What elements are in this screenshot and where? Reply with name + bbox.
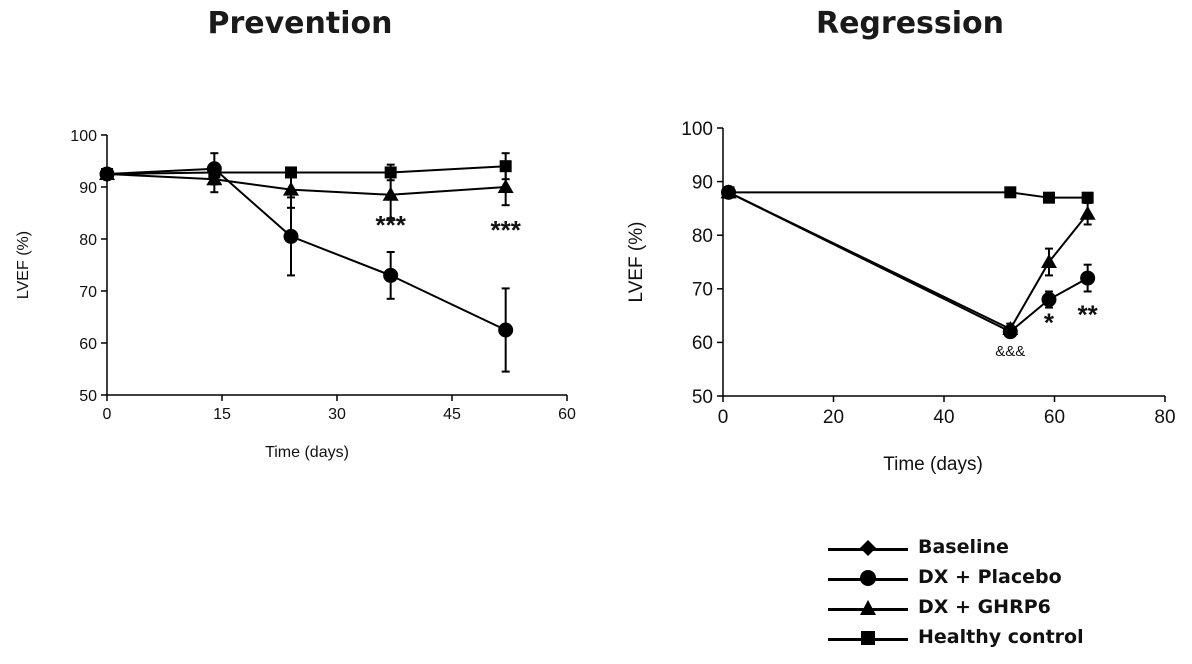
legend-item-dx-placebo: DX + Placebo <box>828 565 1158 595</box>
y-tick-label: 70 <box>79 284 97 301</box>
data-point-dx-ghrp6 <box>1040 254 1057 268</box>
y-tick-label: 60 <box>79 336 97 353</box>
y-tick-label: 90 <box>692 172 713 193</box>
data-point-healthy-control <box>384 166 397 179</box>
prevention-title: Prevention <box>207 6 393 41</box>
series-line-healthy-control <box>106 165 506 175</box>
legend-label: Baseline <box>918 536 1009 558</box>
significance-annotation: *** <box>490 215 521 245</box>
y-tick-label: 100 <box>70 128 97 145</box>
legend-label: DX + Placebo <box>918 566 1062 588</box>
significance-annotation: * <box>1044 308 1055 338</box>
data-point-healthy-control <box>1081 191 1094 204</box>
data-point-dx-placebo <box>1080 270 1096 286</box>
triangle-marker-icon <box>860 600 876 615</box>
data-point-dx-ghrp6 <box>1002 321 1019 335</box>
legend-item-dx-ghrp6: DX + GHRP6 <box>828 595 1158 625</box>
circle-marker-icon <box>860 570 876 586</box>
significance-annotation: *** <box>375 210 406 240</box>
y-tick-label: 100 <box>681 119 713 140</box>
data-point-healthy-control <box>1042 191 1055 204</box>
y-axis-label: LVEF (%) <box>15 231 32 299</box>
series-line-dx-placebo <box>728 191 1089 333</box>
legend-label: Healthy control <box>918 626 1084 648</box>
data-point-dx-ghrp6 <box>497 179 514 193</box>
legend-item-baseline: Baseline <box>828 535 1158 565</box>
x-axis-label: Time (days) <box>265 444 349 461</box>
data-point-dx-placebo <box>498 322 514 338</box>
data-point-dx-ghrp6 <box>283 181 299 196</box>
y-tick-label: 50 <box>692 387 713 408</box>
y-tick-label: 50 <box>79 388 97 405</box>
x-axis-label: Time (days) <box>883 454 983 475</box>
data-point-dx-ghrp6 <box>1079 205 1096 220</box>
data-point-dx-ghrp6 <box>382 186 399 201</box>
y-tick-label: 60 <box>692 333 713 354</box>
data-point-healthy-control <box>499 160 512 173</box>
data-point-healthy-control <box>101 168 113 180</box>
significance-annotation: ** <box>1078 300 1099 330</box>
x-tick-label: 30 <box>328 406 346 423</box>
prevention-chart: 0 15 30 45 60 50 60 70 80 90 100 Time (days) LVEF (%… <box>15 128 576 461</box>
x-tick-label: 60 <box>558 406 576 423</box>
x-tick-label: 80 <box>1154 407 1175 428</box>
data-point-healthy-control <box>722 186 735 199</box>
x-tick-label: 40 <box>933 407 954 428</box>
series-line-dx-ghrp6 <box>106 173 506 196</box>
data-point-dx-placebo <box>383 267 399 283</box>
y-axis-label: LVEF (%) <box>626 222 647 303</box>
legend: Baseline DX + Placebo DX + GHRP6 Healthy… <box>828 535 1158 655</box>
significance-annotation: &&& <box>995 343 1025 360</box>
x-tick-label: 20 <box>823 407 844 428</box>
y-tick-label: 80 <box>692 226 713 247</box>
y-tick-label: 80 <box>79 232 97 249</box>
data-point-dx-placebo <box>1041 292 1057 308</box>
diamond-marker-icon <box>860 540 876 556</box>
square-marker-icon <box>861 631 875 645</box>
x-tick-label: 15 <box>213 406 231 423</box>
series-line-dx-ghrp6 <box>728 191 1089 331</box>
data-point-healthy-control <box>285 166 297 179</box>
legend-item-healthy-control: Healthy control <box>828 625 1158 655</box>
x-tick-label: 45 <box>443 406 461 423</box>
series-line-healthy-control <box>728 191 1088 199</box>
regression-title: Regression <box>815 6 1005 41</box>
data-point-healthy-control <box>208 166 221 179</box>
y-tick-label: 90 <box>79 180 97 197</box>
regression-chart: 0 20 40 60 80 50 60 70 80 90 100 Time (days) LVEF (%… <box>626 119 1176 475</box>
x-tick-label: 60 <box>1044 407 1065 428</box>
x-tick-label: 0 <box>103 406 112 423</box>
series-line-dx-placebo <box>106 167 507 331</box>
x-tick-label: 0 <box>718 407 729 428</box>
data-point-dx-placebo <box>283 228 299 244</box>
legend-label: DX + GHRP6 <box>918 596 1051 618</box>
y-tick-label: 70 <box>692 280 713 301</box>
data-point-healthy-control <box>1004 186 1017 199</box>
